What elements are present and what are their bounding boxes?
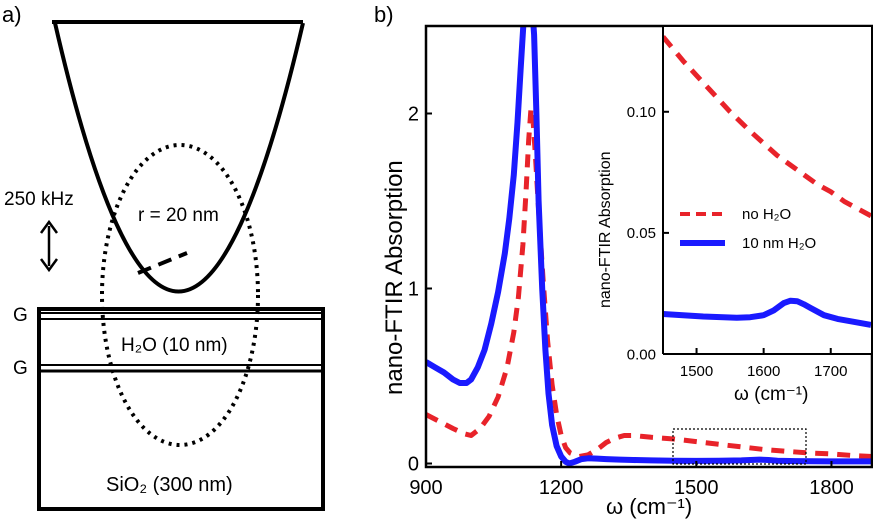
inset-axes: 1500 1600 1700 0.00 0.05 0.10 bbox=[627, 104, 848, 380]
inset-series-layer bbox=[663, 35, 871, 328]
substrate-label: SiO₂ (300 nm) bbox=[106, 474, 233, 496]
legend-label-h2o: 10 nm H₂O bbox=[742, 235, 816, 252]
y-tick-label: 1 bbox=[408, 279, 419, 301]
radius-label: r = 20 nm bbox=[138, 205, 219, 226]
tapping-arrow bbox=[39, 219, 59, 273]
series-line-no-h2o bbox=[663, 35, 871, 219]
sample-stack-outline bbox=[37, 307, 325, 511]
panel-a: a) 250 kHz r = 20 nm G G H₂O (10 nm) SiO… bbox=[2, 2, 325, 511]
inset-background bbox=[663, 27, 871, 354]
inset-x-axis-label: ω (cm⁻¹) bbox=[734, 384, 808, 405]
y-tick-label: 0.05 bbox=[627, 225, 656, 242]
x-tick-label: 1200 bbox=[539, 477, 584, 499]
x-tick-label: 1600 bbox=[747, 363, 780, 380]
radius-indicator bbox=[137, 251, 188, 275]
main-plot-frame bbox=[424, 24, 873, 469]
main-y-axis-label: nano-FTIR Absorption bbox=[381, 160, 408, 395]
series-line-no-h2o bbox=[426, 105, 872, 459]
y-tick-label: 0.00 bbox=[627, 346, 656, 363]
tip-parabola bbox=[53, 22, 305, 294]
x-tick-label: 1500 bbox=[674, 477, 719, 499]
frequency-label: 250 kHz bbox=[4, 189, 74, 210]
inset-chart: 1500 1600 1700 0.00 0.05 0.10 ω (cm⁻¹) nano-F… bbox=[597, 27, 871, 405]
main-axes: 900 1200 1500 1800 0 1 2 bbox=[408, 104, 854, 500]
x-tick-label: 1700 bbox=[814, 363, 847, 380]
x-tick-label: 900 bbox=[409, 477, 442, 499]
y-tick-label: 0 bbox=[408, 454, 419, 476]
y-tick-label: 0.10 bbox=[627, 104, 656, 121]
series-line-h2o bbox=[663, 297, 871, 328]
y-tick-label: 2 bbox=[408, 104, 419, 126]
legend-label-no-h2o: no H₂O bbox=[742, 206, 791, 223]
main-series-layer bbox=[426, 26, 872, 467]
graphene-bottom-label: G bbox=[13, 358, 28, 379]
x-tick-label: 1500 bbox=[680, 363, 713, 380]
near-field-ellipse bbox=[100, 143, 260, 447]
panel-b: b) 900 1200 1500 1800 0 1 2 ω (cm⁻¹) nano-FTIR… bbox=[374, 2, 873, 519]
series-line-h2o bbox=[426, 26, 872, 467]
panel-a-label: a) bbox=[2, 2, 22, 27]
graphene-top-label: G bbox=[13, 305, 28, 326]
inset-y-axis-label: nano-FTIR Absorption bbox=[597, 151, 614, 308]
water-label: H₂O (10 nm) bbox=[121, 335, 228, 356]
panel-b-label: b) bbox=[374, 2, 394, 27]
inset-legend: no H₂O 10 nm H₂O bbox=[680, 206, 816, 252]
x-tick-label: 1800 bbox=[809, 477, 854, 499]
main-x-axis-label: ω (cm⁻¹) bbox=[606, 494, 692, 519]
